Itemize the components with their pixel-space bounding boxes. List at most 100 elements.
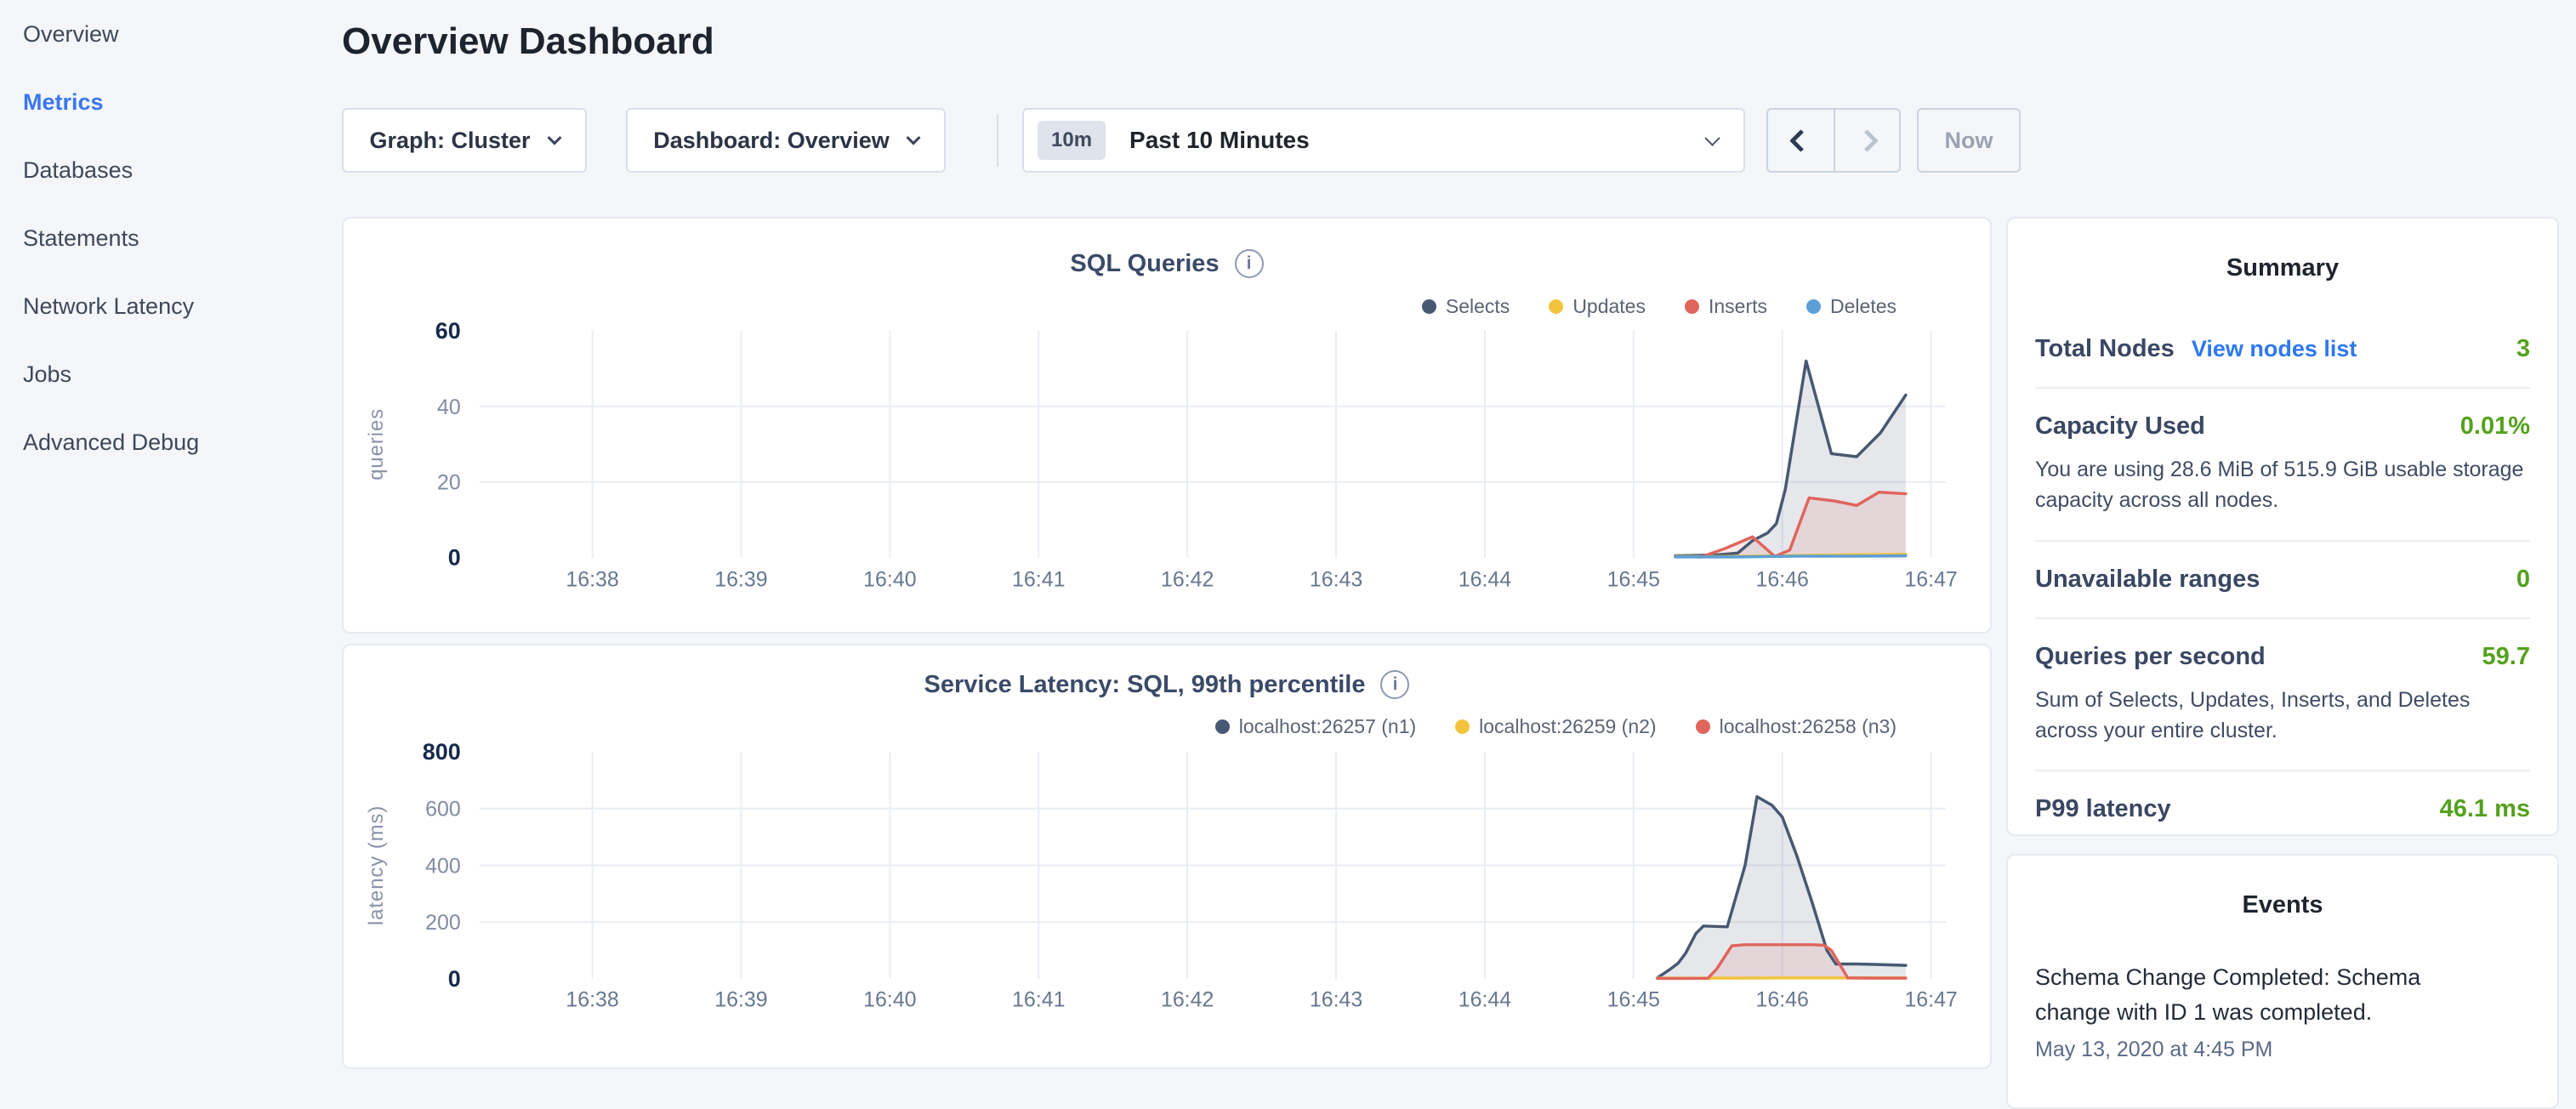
summary-divider — [2035, 770, 2530, 771]
graph-scope-label: Graph: Cluster — [369, 128, 530, 154]
legend-label: localhost:26258 (n3) — [1720, 715, 1896, 738]
summary-row-value: 3 — [2516, 335, 2530, 363]
chevron-down-icon — [547, 131, 561, 145]
svg-text:16:45: 16:45 — [1607, 568, 1660, 592]
sidebar-item-advanced-debug[interactable]: Advanced Debug — [23, 408, 342, 476]
svg-text:16:47: 16:47 — [1904, 988, 1957, 1012]
legend-label: Selects — [1446, 295, 1510, 318]
svg-text:16:47: 16:47 — [1904, 568, 1957, 592]
svg-text:16:42: 16:42 — [1161, 568, 1214, 592]
toolbar: Graph: Cluster Dashboard: Overview 10m P… — [342, 108, 2021, 173]
summary-row-value: 59.7 — [2482, 643, 2530, 671]
sidebar-item-metrics[interactable]: Metrics — [23, 68, 342, 136]
svg-text:16:39: 16:39 — [714, 568, 767, 592]
summary-row-value: 0 — [2516, 566, 2530, 594]
summary-row-queries-per-second: Queries per second 59.7 — [2035, 643, 2530, 671]
legend-label: Inserts — [1709, 295, 1767, 318]
series-color-dot — [1422, 299, 1436, 314]
summary-divider — [2035, 617, 2530, 619]
summary-divider — [2035, 540, 2530, 542]
info-icon[interactable] — [1235, 249, 1264, 278]
sidebar-nav: Overview Metrics Databases Statements Ne… — [0, 0, 342, 476]
svg-text:60: 60 — [435, 318, 461, 344]
event-message[interactable]: Schema Change Completed: Schema change w… — [2035, 960, 2486, 1029]
time-forward-button[interactable] — [1834, 110, 1899, 171]
dashboard-label: Dashboard: Overview — [653, 128, 890, 154]
svg-text:16:45: 16:45 — [1607, 988, 1660, 1012]
summary-row-label: P99 latency — [2035, 795, 2171, 823]
time-back-button[interactable] — [1768, 110, 1834, 171]
time-range-label: Past 10 Minutes — [1129, 127, 1310, 154]
svg-text:800: 800 — [423, 739, 461, 765]
svg-text:16:43: 16:43 — [1310, 568, 1362, 592]
svg-text:16:38: 16:38 — [566, 988, 618, 1012]
chevron-left-icon — [1789, 129, 1812, 152]
sidebar-item-overview[interactable]: Overview — [23, 0, 342, 68]
dashboard-dropdown[interactable]: Dashboard: Overview — [626, 108, 946, 173]
chevron-down-icon — [906, 131, 920, 145]
chart-legend: Selects Updates Inserts Deletes — [1422, 295, 1896, 318]
sidebar-item-network-latency[interactable]: Network Latency — [23, 272, 342, 340]
now-button[interactable]: Now — [1917, 108, 2021, 173]
summary-row-value: 0.01% — [2460, 412, 2530, 441]
toolbar-divider — [997, 114, 998, 167]
chevron-down-icon — [1704, 130, 1720, 145]
summary-row-label: Unavailable ranges — [2035, 566, 2260, 594]
summary-row-unavailable-ranges: Unavailable ranges 0 — [2035, 566, 2530, 594]
events-panel: Events Schema Change Completed: Schema c… — [2006, 854, 2559, 1109]
series-color-dot — [1685, 299, 1699, 314]
svg-text:40: 40 — [437, 395, 461, 419]
series-color-dot — [1696, 719, 1710, 734]
chart-title: SQL Queries — [1070, 250, 1219, 278]
summary-panel: Summary Total Nodes View nodes list 3 Ca… — [2006, 217, 2559, 836]
time-pager — [1766, 108, 1901, 173]
time-range-dropdown[interactable]: 10m Past 10 Minutes — [1022, 108, 1745, 173]
chevron-right-icon — [1856, 129, 1879, 152]
svg-text:16:46: 16:46 — [1756, 568, 1809, 592]
sidebar-item-jobs[interactable]: Jobs — [23, 340, 342, 408]
legend-label: localhost:26257 (n1) — [1239, 715, 1416, 738]
summary-row-total-nodes: Total Nodes View nodes list 3 — [2035, 335, 2530, 363]
svg-text:queries: queries — [365, 408, 388, 481]
sidebar-item-databases[interactable]: Databases — [23, 136, 342, 204]
time-range-badge: 10m — [1038, 121, 1106, 160]
legend-item: localhost:26259 (n2) — [1455, 715, 1656, 738]
svg-text:16:41: 16:41 — [1012, 568, 1065, 592]
legend-item: localhost:26257 (n1) — [1215, 715, 1416, 738]
svg-text:400: 400 — [425, 854, 461, 878]
info-icon[interactable] — [1380, 670, 1409, 699]
sidebar-item-statements[interactable]: Statements — [23, 204, 342, 272]
legend-label: Deletes — [1830, 295, 1896, 318]
svg-text:16:42: 16:42 — [1161, 988, 1214, 1012]
chart-legend: localhost:26257 (n1) localhost:26259 (n2… — [1215, 715, 1896, 738]
graph-scope-dropdown[interactable]: Graph: Cluster — [342, 108, 587, 173]
svg-text:16:41: 16:41 — [1012, 988, 1065, 1012]
legend-item: Updates — [1549, 295, 1646, 318]
legend-item: Deletes — [1806, 295, 1896, 318]
event-timestamp: May 13, 2020 at 4:45 PM — [2035, 1038, 2530, 1062]
series-color-dot — [1806, 299, 1821, 314]
legend-label: localhost:26259 (n2) — [1479, 715, 1656, 738]
svg-text:16:44: 16:44 — [1459, 988, 1512, 1012]
svg-text:latency (ms): latency (ms) — [365, 805, 388, 925]
series-color-dot — [1215, 719, 1230, 734]
svg-text:600: 600 — [425, 798, 461, 822]
summary-heading: Summary — [2035, 219, 2530, 282]
legend-item: Inserts — [1685, 295, 1767, 318]
sql-queries-chart[interactable]: 16:3816:3916:4016:4116:4216:4316:4416:45… — [344, 219, 1990, 632]
service-latency-chart-card: 16:3816:3916:4016:4116:4216:4316:4416:45… — [342, 644, 1992, 1069]
summary-row-value: 46.1 ms — [2440, 795, 2530, 823]
service-latency-chart[interactable]: 16:3816:3916:4016:4116:4216:4316:4416:45… — [344, 645, 1990, 1067]
summary-row-description: You are using 28.6 MiB of 515.9 GiB usab… — [2035, 454, 2530, 516]
svg-text:16:40: 16:40 — [863, 568, 916, 592]
page-title: Overview Dashboard — [342, 20, 714, 63]
series-color-dot — [1549, 299, 1563, 314]
summary-row-label: Queries per second — [2035, 643, 2266, 671]
summary-row-label: Capacity Used — [2035, 412, 2205, 441]
svg-text:16:43: 16:43 — [1310, 988, 1362, 1012]
svg-text:200: 200 — [425, 911, 461, 935]
svg-text:0: 0 — [448, 545, 461, 571]
view-nodes-list-link[interactable]: View nodes list — [2192, 336, 2357, 362]
sql-queries-chart-card: 16:3816:3916:4016:4116:4216:4316:4416:45… — [342, 217, 1992, 634]
svg-text:16:46: 16:46 — [1756, 988, 1809, 1012]
